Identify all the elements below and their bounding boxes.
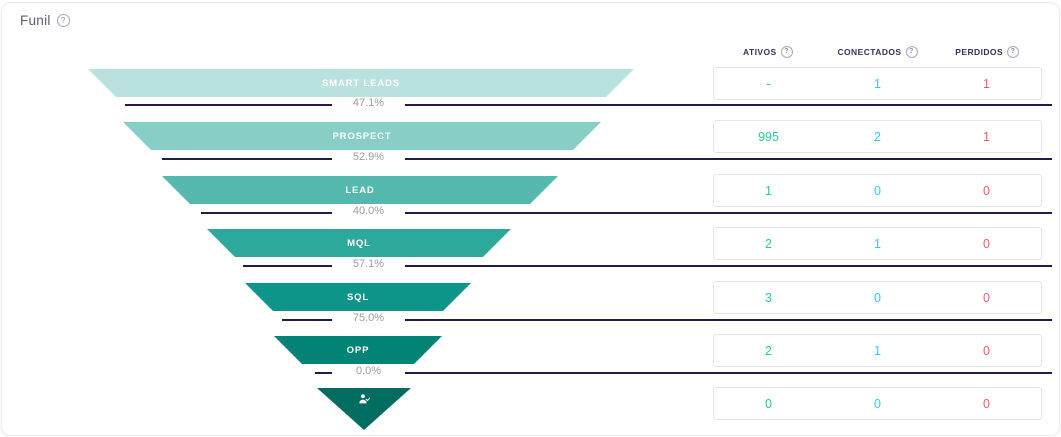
perdidos-value: 0 — [983, 236, 990, 251]
funnel-stage-smart-leads[interactable]: SMART LEADS — [88, 69, 634, 97]
conectados-value: 1 — [874, 236, 881, 251]
ativos-value: 3 — [765, 290, 772, 305]
help-icon[interactable]: ? — [780, 46, 793, 58]
perdidos-value: 0 — [983, 396, 990, 411]
ativos-value: 2 — [765, 236, 772, 251]
divider-line — [405, 265, 1052, 267]
ativos-value: 995 — [758, 129, 779, 144]
funnel-stage-prospect[interactable]: PROSPECT — [123, 122, 601, 150]
divider-line — [405, 104, 1052, 106]
help-icon[interactable]: ? — [905, 46, 918, 58]
ativos-value: 0 — [765, 396, 772, 411]
perdidos-value: 0 — [983, 183, 990, 198]
conversion-rate: 52.9% — [352, 151, 385, 163]
conversion-rate: 0.0% — [355, 365, 382, 377]
divider-line — [201, 212, 332, 214]
column-label: ATIVOS — [743, 47, 777, 57]
conversion-rate: 47.1% — [352, 97, 385, 109]
funnel-stage-label: MQL — [347, 237, 371, 249]
perdidos-value: 1 — [983, 76, 990, 91]
funnel-stage-label: SMART LEADS — [321, 77, 400, 89]
conectados-value: 1 — [874, 343, 881, 358]
column-header-perdidos: PERDIDOS ? — [932, 45, 1042, 59]
divider-line — [405, 319, 1052, 321]
funnel-stage-mql[interactable]: MQL — [207, 229, 511, 257]
column-label: CONECTADOS — [837, 47, 902, 57]
funnel-stage-won[interactable] — [317, 388, 411, 430]
ativos-value: 1 — [765, 183, 772, 198]
table-row: 3 0 0 — [713, 281, 1042, 314]
funnel-stage-lead[interactable]: LEAD — [162, 176, 558, 204]
divider-line — [243, 265, 332, 267]
conectados-value: 0 — [874, 396, 881, 411]
person-check-icon — [357, 388, 372, 412]
funnel-stage-label: OPP — [346, 344, 370, 356]
conectados-value: 2 — [874, 129, 881, 144]
table-row: 1 0 0 — [713, 174, 1042, 207]
conectados-value: 0 — [874, 290, 881, 305]
conectados-value: 1 — [874, 76, 881, 91]
divider-line — [282, 319, 332, 321]
page-title: Funil — [20, 13, 51, 28]
perdidos-value: 1 — [983, 129, 990, 144]
help-icon[interactable]: ? — [1007, 46, 1020, 58]
divider-line — [405, 212, 1052, 214]
conversion-rate: 57.1% — [352, 258, 385, 270]
funnel-stage-label: PROSPECT — [332, 130, 392, 142]
table-row: 2 1 0 — [713, 334, 1042, 367]
table-header-row: ATIVOS ? CONECTADOS ? PERDIDOS ? — [713, 45, 1042, 59]
perdidos-value: 0 — [983, 343, 990, 358]
funnel-stage-sql[interactable]: SQL — [245, 283, 471, 311]
table-row: 995 2 1 — [713, 120, 1042, 153]
funnel-stage-opp[interactable]: OPP — [274, 336, 442, 364]
divider-line — [405, 158, 1052, 160]
conectados-value: 0 — [874, 183, 881, 198]
table-row: - 1 1 — [713, 67, 1042, 100]
perdidos-value: 0 — [983, 290, 990, 305]
funnel-stage-label: LEAD — [345, 184, 375, 196]
table-row: 0 0 0 — [713, 387, 1042, 420]
ativos-value: 2 — [765, 343, 772, 358]
table-row: 2 1 0 — [713, 227, 1042, 260]
funnel-stage-label: SQL — [346, 291, 370, 303]
divider-line — [162, 158, 332, 160]
column-header-ativos: ATIVOS ? — [713, 45, 823, 59]
divider-line — [125, 104, 332, 106]
column-label: PERDIDOS — [955, 47, 1004, 57]
help-icon[interactable]: ? — [56, 14, 70, 27]
conversion-rate: 40.0% — [352, 205, 385, 217]
card-header: Funil ? — [20, 13, 70, 28]
divider-line — [405, 372, 1052, 374]
divider-line — [315, 372, 332, 374]
conversion-rate: 75.0% — [352, 312, 385, 324]
column-header-conectados: CONECTADOS ? — [823, 45, 933, 59]
ativos-value: - — [766, 76, 771, 91]
